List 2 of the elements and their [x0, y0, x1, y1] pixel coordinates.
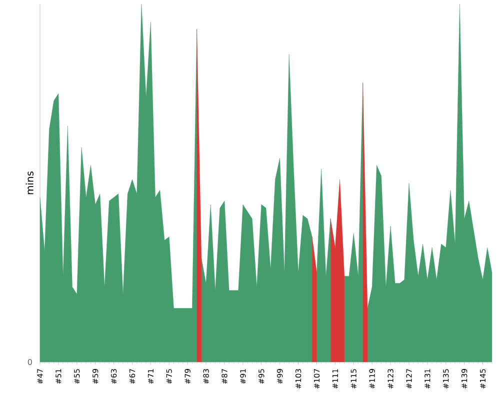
- y-axis-title: mins: [26, 171, 34, 194]
- text: 0: [28, 358, 32, 366]
